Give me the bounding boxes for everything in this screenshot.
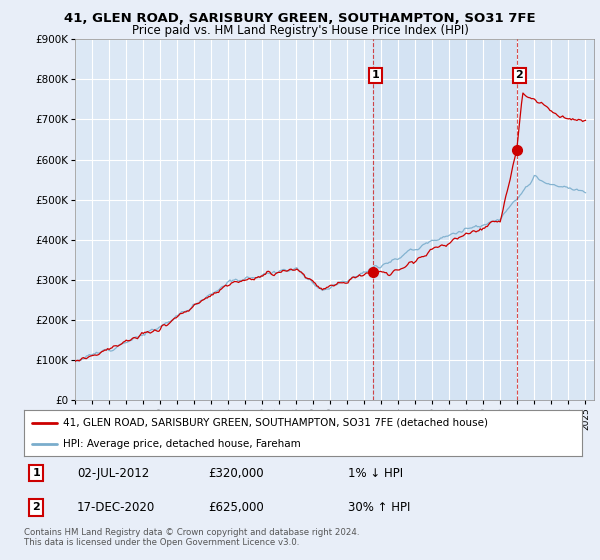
Text: 41, GLEN ROAD, SARISBURY GREEN, SOUTHAMPTON, SO31 7FE: 41, GLEN ROAD, SARISBURY GREEN, SOUTHAMP…: [64, 12, 536, 25]
Text: 1% ↓ HPI: 1% ↓ HPI: [347, 467, 403, 480]
Text: 41, GLEN ROAD, SARISBURY GREEN, SOUTHAMPTON, SO31 7FE (detached house): 41, GLEN ROAD, SARISBURY GREEN, SOUTHAMP…: [63, 418, 488, 428]
Text: HPI: Average price, detached house, Fareham: HPI: Average price, detached house, Fare…: [63, 439, 301, 449]
Text: £625,000: £625,000: [208, 501, 264, 514]
Bar: [517, 39, 594, 400]
Text: Contains HM Land Registry data © Crown copyright and database right 2024.
This d: Contains HM Land Registry data © Crown c…: [24, 528, 359, 548]
Text: 1: 1: [371, 71, 379, 80]
Text: 2: 2: [515, 71, 523, 80]
Text: Price paid vs. HM Land Registry's House Price Index (HPI): Price paid vs. HM Land Registry's House …: [131, 24, 469, 36]
Text: 02-JUL-2012: 02-JUL-2012: [77, 467, 149, 480]
Text: 2: 2: [32, 502, 40, 512]
Text: 17-DEC-2020: 17-DEC-2020: [77, 501, 155, 514]
Text: £320,000: £320,000: [208, 467, 264, 480]
Text: 30% ↑ HPI: 30% ↑ HPI: [347, 501, 410, 514]
Bar: [373, 39, 517, 400]
Text: 1: 1: [32, 468, 40, 478]
